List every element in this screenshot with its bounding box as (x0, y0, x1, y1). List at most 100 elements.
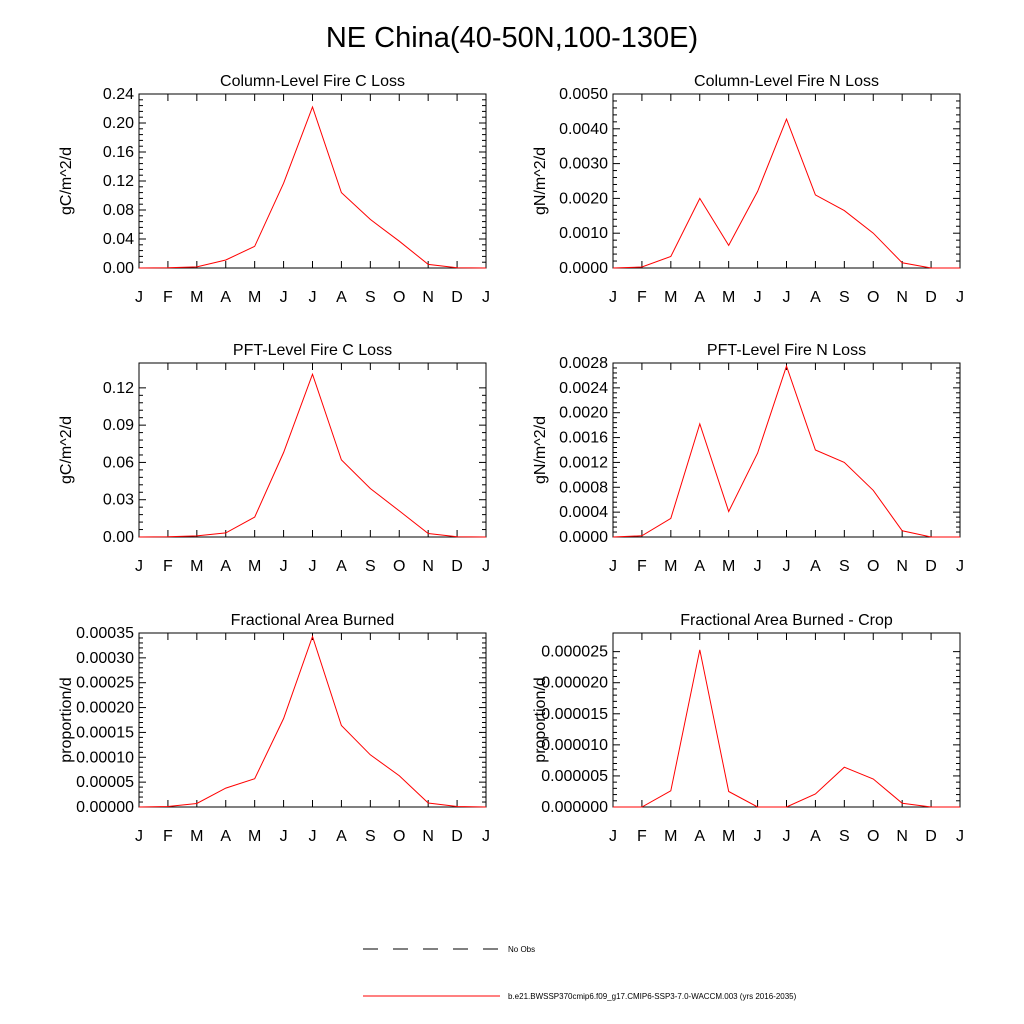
y-axis-label: gC/m^2/d (58, 416, 75, 484)
x-tick-label: M (248, 828, 261, 845)
x-tick-label: J (135, 289, 143, 306)
y-tick-label: 0.000010 (541, 737, 608, 754)
y-tick-label: 0.0024 (559, 380, 608, 397)
x-tick-label: M (722, 289, 735, 306)
x-tick-label: M (248, 289, 261, 306)
y-tick-label: 0.0000 (559, 529, 608, 546)
x-tick-label: A (336, 558, 347, 575)
chart-panel: Fractional Area Burned - Crop proportion/… (532, 612, 964, 845)
series-line (612, 364, 960, 538)
y-tick-label: 0.0008 (559, 479, 608, 496)
x-tick-label: J (754, 558, 762, 575)
x-tick-label: O (393, 558, 405, 575)
series-line (138, 105, 487, 269)
y-tick-label: 0.0020 (559, 405, 608, 422)
x-tick-label: A (810, 828, 821, 845)
x-tick-label: S (365, 828, 376, 845)
series-line (613, 649, 960, 808)
x-tick-label: M (722, 558, 735, 575)
legend-label: No Obs (508, 945, 535, 954)
x-tick-label: O (867, 828, 879, 845)
x-tick-label: O (867, 558, 879, 575)
x-tick-label: N (422, 828, 434, 845)
x-tick-label: F (637, 289, 647, 306)
x-tick-label: D (451, 828, 463, 845)
x-tick-label: M (190, 828, 203, 845)
y-axis-label: gC/m^2/d (58, 147, 75, 215)
x-tick-label: A (694, 828, 705, 845)
series-line (138, 372, 487, 538)
chart-panel: Column-Level Fire N Loss gN/m^2/d 0.0000 0.… (532, 73, 964, 306)
y-tick-label: 0.00015 (76, 724, 134, 741)
y-tick-label: 0.16 (103, 144, 134, 161)
x-tick-label: J (482, 289, 490, 306)
x-tick-label: F (637, 828, 647, 845)
y-tick-label: 0.000025 (541, 644, 608, 661)
x-tick-label: N (422, 289, 434, 306)
x-tick-label: J (135, 558, 143, 575)
x-tick-label: M (722, 828, 735, 845)
figure-title: NE China(40-50N,100-130E) (325, 22, 699, 54)
y-axis-label: proportion/d (532, 677, 549, 762)
x-tick-label: A (336, 828, 347, 845)
y-tick-label: 0.0004 (559, 504, 608, 521)
panel-title: PFT-Level Fire C Loss (233, 342, 392, 359)
x-tick-label: D (451, 558, 463, 575)
series-line (138, 634, 487, 808)
x-tick-label: S (839, 828, 850, 845)
y-tick-label: 0.03 (103, 492, 134, 509)
y-tick-label: 0.000015 (541, 706, 608, 723)
y-tick-label: 0.0050 (559, 86, 608, 103)
x-tick-label: A (810, 289, 821, 306)
x-tick-label: M (664, 289, 677, 306)
x-tick-label: J (956, 828, 964, 845)
x-tick-label: A (220, 558, 231, 575)
x-tick-label: D (925, 289, 937, 306)
y-tick-label: 0.00010 (76, 749, 134, 766)
panel-title: Column-Level Fire N Loss (694, 73, 879, 90)
y-tick-label: 0.00000 (76, 799, 134, 816)
plot-frame (612, 362, 961, 538)
panel-title: PFT-Level Fire N Loss (707, 342, 866, 359)
x-tick-label: J (609, 558, 617, 575)
x-tick-label: A (694, 289, 705, 306)
x-tick-label: S (839, 558, 850, 575)
x-tick-label: A (336, 289, 347, 306)
x-tick-label: A (220, 289, 231, 306)
y-tick-label: 0.20 (103, 115, 134, 132)
x-tick-label: J (280, 558, 288, 575)
x-tick-label: D (925, 558, 937, 575)
x-tick-label: J (783, 289, 791, 306)
y-tick-label: 0.0000 (559, 260, 608, 277)
y-tick-label: 0.12 (103, 173, 134, 190)
y-tick-label: 0.00025 (76, 675, 134, 692)
legend: No Obs b.e21.BWSSP370cmip6.f09_g17.CMIP6-… (363, 945, 797, 1001)
x-tick-label: M (664, 558, 677, 575)
x-tick-label: J (754, 289, 762, 306)
legend-label: b.e21.BWSSP370cmip6.f09_g17.CMIP6-SSP3-7… (508, 992, 797, 1001)
panel-title: Fractional Area Burned - Crop (680, 612, 893, 629)
x-tick-label: F (163, 289, 173, 306)
x-tick-label: J (609, 289, 617, 306)
y-axis-label: gN/m^2/d (532, 416, 549, 484)
x-tick-label: S (839, 289, 850, 306)
plot-frame (138, 362, 487, 538)
x-tick-label: F (637, 558, 647, 575)
y-tick-label: 0.24 (103, 86, 134, 103)
x-tick-label: N (896, 558, 908, 575)
x-tick-label: A (220, 828, 231, 845)
x-tick-label: J (783, 828, 791, 845)
y-axis-label: gN/m^2/d (532, 147, 549, 215)
y-tick-label: 0.000005 (541, 768, 608, 785)
x-tick-label: J (482, 828, 490, 845)
y-tick-label: 0.00005 (76, 774, 134, 791)
x-tick-label: J (309, 828, 317, 845)
x-tick-label: F (163, 558, 173, 575)
plot-frame (138, 93, 487, 269)
chart-panel: Fractional Area Burnedproportion/d0.0000… (58, 612, 490, 845)
y-tick-label: 0.09 (103, 417, 134, 434)
chart-panel: Column-Level Fire C Loss gC/m^2/d 0.00 0.04… (58, 73, 490, 306)
x-tick-label: O (867, 289, 879, 306)
